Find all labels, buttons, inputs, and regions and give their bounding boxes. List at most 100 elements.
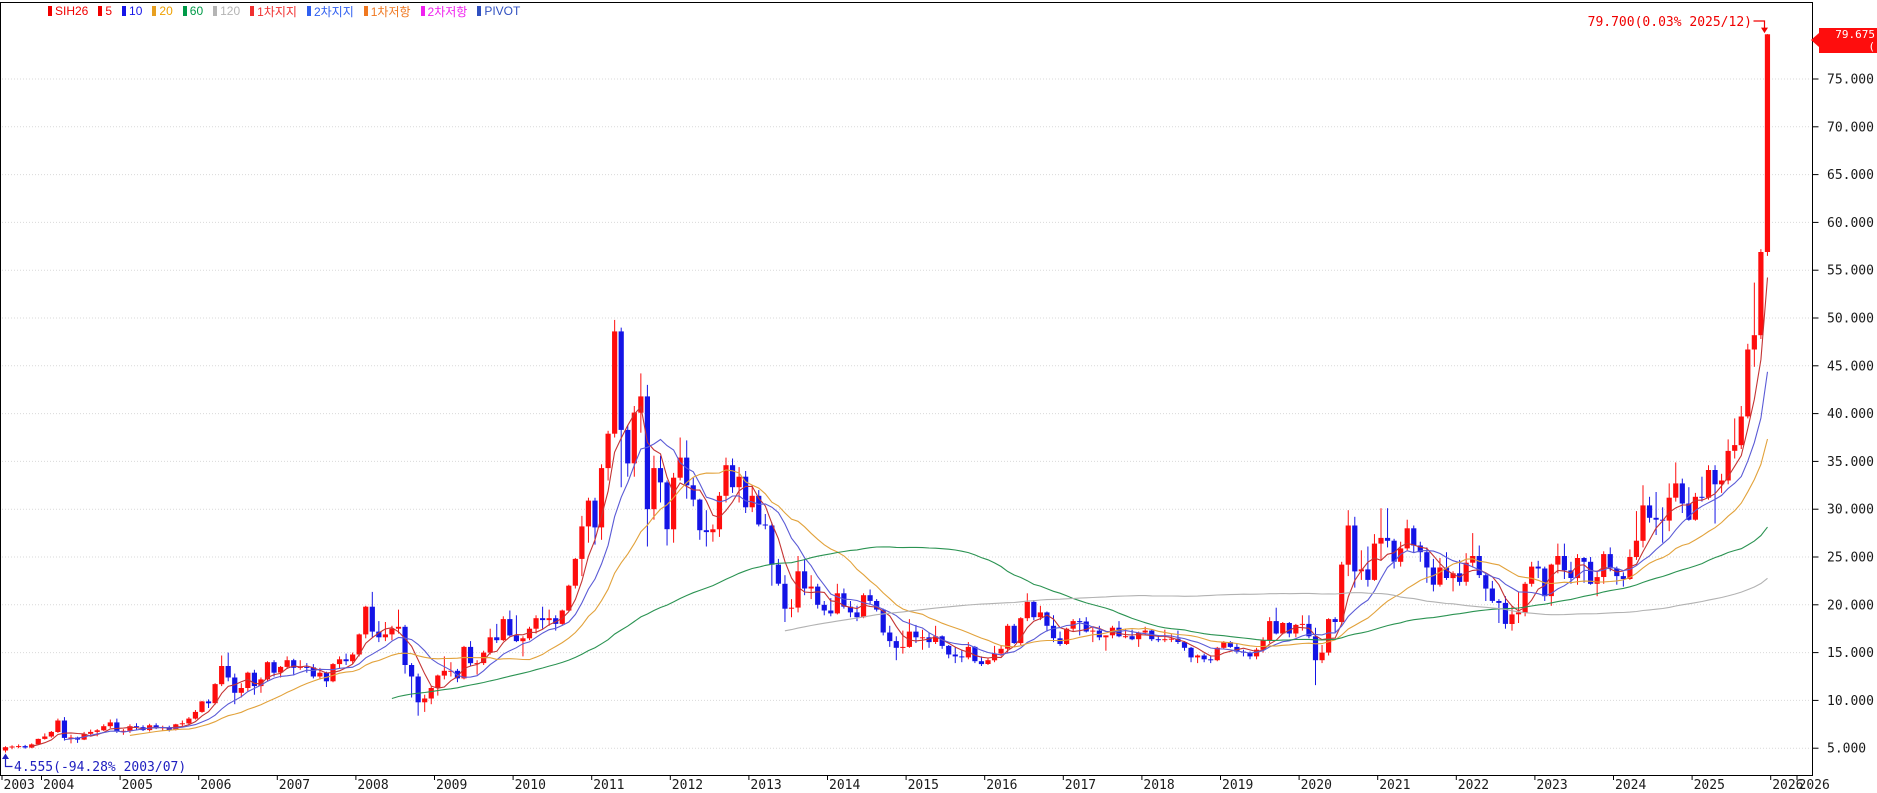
legend-label: 1차지지 (257, 4, 297, 19)
candle-body (68, 737, 74, 739)
legend-item-2차저항[interactable]: 2차저항 (420, 3, 467, 20)
x-axis-label: 2017 (1065, 778, 1096, 793)
x-axis-label: 2013 (750, 778, 781, 793)
candle-body (101, 726, 107, 731)
x-axis-label: 2010 (515, 778, 546, 793)
candle-body (1214, 647, 1220, 661)
candle-body (1293, 624, 1299, 634)
candle-body (657, 468, 664, 483)
legend-item-5[interactable]: 5 (98, 4, 112, 18)
candle-body (1398, 548, 1404, 562)
candle-body (1548, 564, 1554, 597)
ma-60-line (391, 526, 1768, 700)
chart-legend: SIH26 5 10 20 60 120 1차지지 2차지지 1차저항 2차저항 PIVOT (44, 3, 525, 20)
candle-body (2, 747, 9, 751)
candle-body (428, 688, 434, 699)
candle-body (133, 726, 140, 728)
candle-body (1181, 642, 1188, 648)
x-axis-label: 2008 (357, 778, 388, 793)
candle-body (978, 661, 985, 665)
legend-item-1차지지[interactable]: 1차지지 (250, 3, 297, 20)
legend-label: PIVOT (484, 4, 521, 18)
y-axis-label: 35.000 (1827, 455, 1874, 470)
last-price-change: ( 10.85%) (1828, 40, 1875, 65)
candle-body (1627, 557, 1633, 579)
candle-body (487, 637, 493, 653)
legend-swatch-icon (152, 6, 157, 16)
candle-body (1692, 496, 1698, 520)
legend-item-10[interactable]: 10 (122, 4, 142, 18)
candle-body (553, 618, 559, 624)
candle-body (461, 646, 467, 679)
candle-body (441, 670, 447, 676)
candle-body (1299, 623, 1305, 625)
legend-item-1차저항[interactable]: 1차저항 (363, 3, 411, 20)
candle-body (395, 626, 402, 629)
candle-body (284, 660, 290, 667)
candle-body (1535, 566, 1541, 569)
candle-body (631, 412, 637, 464)
ma-10-line (64, 371, 1769, 741)
candle-body (356, 634, 362, 655)
candle-body (258, 679, 264, 687)
candle-body (1568, 570, 1574, 578)
candle-body (1103, 635, 1109, 638)
candle-body (1391, 540, 1397, 562)
candle-body (1090, 630, 1096, 632)
y-axis-label: 45.000 (1827, 359, 1874, 374)
candle-body (120, 730, 126, 732)
candle-body (1745, 349, 1751, 417)
legend-item-120[interactable]: 120 (213, 4, 240, 18)
ma-20-line (129, 438, 1769, 736)
x-axis-label: 2014 (829, 778, 860, 793)
candle-body (815, 586, 821, 605)
candle-body (179, 723, 185, 725)
candle-body (926, 637, 932, 643)
candle-body (736, 476, 742, 488)
candle-body (697, 499, 703, 531)
candle-body (939, 636, 945, 646)
legend-item-SIH26[interactable]: SIH26 (48, 4, 88, 18)
legend-item-20[interactable]: 20 (152, 4, 173, 18)
candle-body (572, 558, 578, 586)
candle-body (1064, 628, 1070, 644)
legend-item-2차지지[interactable]: 2차지지 (306, 3, 354, 20)
x-axis-label: 2016 (986, 778, 1017, 793)
candle-body (1057, 638, 1063, 644)
candle-body (1286, 623, 1292, 634)
candle-body (1607, 554, 1613, 569)
legend-item-60[interactable]: 60 (182, 4, 203, 18)
candle-body (1044, 612, 1050, 626)
candle-body (612, 331, 618, 434)
candles-layer (2, 34, 1771, 753)
candle-body (494, 637, 500, 641)
candle-body (382, 634, 388, 638)
candle-body (1116, 627, 1122, 637)
candle-body (919, 637, 926, 639)
x-axis-label: 2006 (200, 778, 231, 793)
candle-body (1083, 621, 1089, 632)
candle-body (369, 606, 375, 632)
legend-swatch-icon (477, 6, 482, 16)
candle-body (474, 663, 480, 665)
high-annotation: 79.700(0.03% 2025/12) (1587, 15, 1752, 30)
candle-body (684, 457, 690, 486)
candle-body (933, 636, 939, 642)
candle-body (972, 646, 978, 662)
candle-body (1437, 567, 1443, 585)
candle-body (795, 571, 801, 608)
candle-body (55, 720, 61, 732)
candle-body (48, 731, 54, 737)
candle-body (1077, 621, 1083, 623)
candle-body (153, 725, 159, 729)
y-axis-label: 5.000 (1827, 742, 1866, 757)
legend-swatch-icon (306, 6, 311, 16)
legend-label: SIH26 (55, 4, 89, 18)
candle-body (127, 726, 133, 731)
y-axis-label: 10.000 (1827, 694, 1874, 709)
candle-body (1764, 34, 1771, 252)
candle-body (874, 601, 880, 610)
legend-item-PIVOT[interactable]: PIVOT (477, 4, 520, 18)
candle-body (579, 526, 585, 559)
